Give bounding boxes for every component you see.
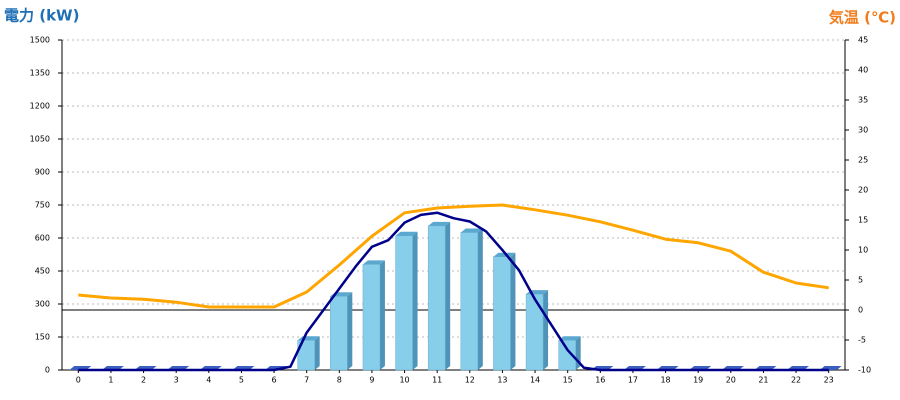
bar-side [510,252,516,370]
x-tick-label: 3 [174,376,179,385]
bar-top [493,252,516,257]
bar-front [362,264,381,371]
y-tick-label: 0 [45,366,50,375]
x-tick-label: 18 [660,376,670,385]
x-tick-label: 21 [758,376,768,385]
y2-tick-label: 30 [858,126,868,135]
x-tick-label: 6 [272,376,277,385]
y-tick-label: 1500 [30,36,50,45]
x-tick-label: 10 [399,376,409,385]
y-tick-label: 600 [35,234,50,243]
x-tick-label: 17 [628,376,638,385]
bar-top [362,260,385,265]
y2-tick-label: 45 [858,36,868,45]
y-tick-label: 1350 [30,69,50,78]
y-axis-title: 電力 (kW) [4,7,79,25]
x-tick-label: 23 [824,376,834,385]
bar [297,336,320,371]
bar [330,292,353,371]
x-tick-label: 1 [108,376,113,385]
bar-front [460,232,479,371]
bar-front [427,225,446,371]
bar-side [477,228,483,370]
bar [362,260,385,371]
bar-side [347,292,353,370]
x-tick-label: 20 [726,376,736,385]
y2-axis-title: 気温 (℃) [829,9,896,27]
bar-front [493,256,511,371]
bar-top [395,231,418,236]
x-tick-label: 12 [465,376,475,385]
x-tick-label: 11 [432,376,442,385]
y2-tick-label: -10 [858,366,871,375]
y-tick-label: 1200 [30,102,50,111]
bar-top [558,336,581,341]
bar-side [543,290,549,370]
x-tick-label: 5 [239,376,244,385]
x-tick-label: 4 [206,376,211,385]
x-tick-label: 15 [563,376,573,385]
bar-side [445,221,451,370]
y2-tick-label: 5 [858,276,863,285]
y2-tick-label: 20 [858,186,868,195]
x-tick-label: 2 [141,376,146,385]
bar [395,231,418,371]
bar-side [379,260,385,370]
x-tick-label: 19 [693,376,703,385]
bar-side [314,336,320,370]
bar-front [525,293,544,371]
x-tick-label: 7 [304,376,309,385]
y-tick-label: 750 [35,201,50,210]
bar-top [460,228,483,233]
y2-tick-label: 40 [858,66,868,75]
bar [493,252,516,371]
y-tick-label: 900 [35,168,50,177]
bar-front [330,296,348,371]
x-tick-label: 9 [369,376,374,385]
x-tick-label: 16 [595,376,605,385]
x-tick-label: 8 [337,376,342,385]
bar-side [412,231,418,370]
y-tick-label: 150 [35,333,50,342]
line [78,203,829,309]
y-tick-label: 300 [35,300,50,309]
y2-tick-label: 15 [858,216,868,225]
line [78,211,829,372]
bar [460,228,483,371]
bar-front [395,235,413,371]
x-tick-label: 14 [530,376,540,385]
x-tick-label: 13 [497,376,507,385]
bar [525,290,549,371]
y2-tick-label: -5 [858,336,866,345]
y-tick-label: 1050 [30,135,50,144]
x-tick-label: 0 [76,376,81,385]
bar [427,221,451,371]
y-tick-label: 450 [35,267,50,276]
y2-tick-label: 35 [858,96,868,105]
x-tick-label: 22 [791,376,801,385]
bar-top [428,221,451,226]
y2-tick-label: 0 [858,306,863,315]
y2-tick-label: 10 [858,246,868,255]
y2-tick-label: 25 [858,156,868,165]
